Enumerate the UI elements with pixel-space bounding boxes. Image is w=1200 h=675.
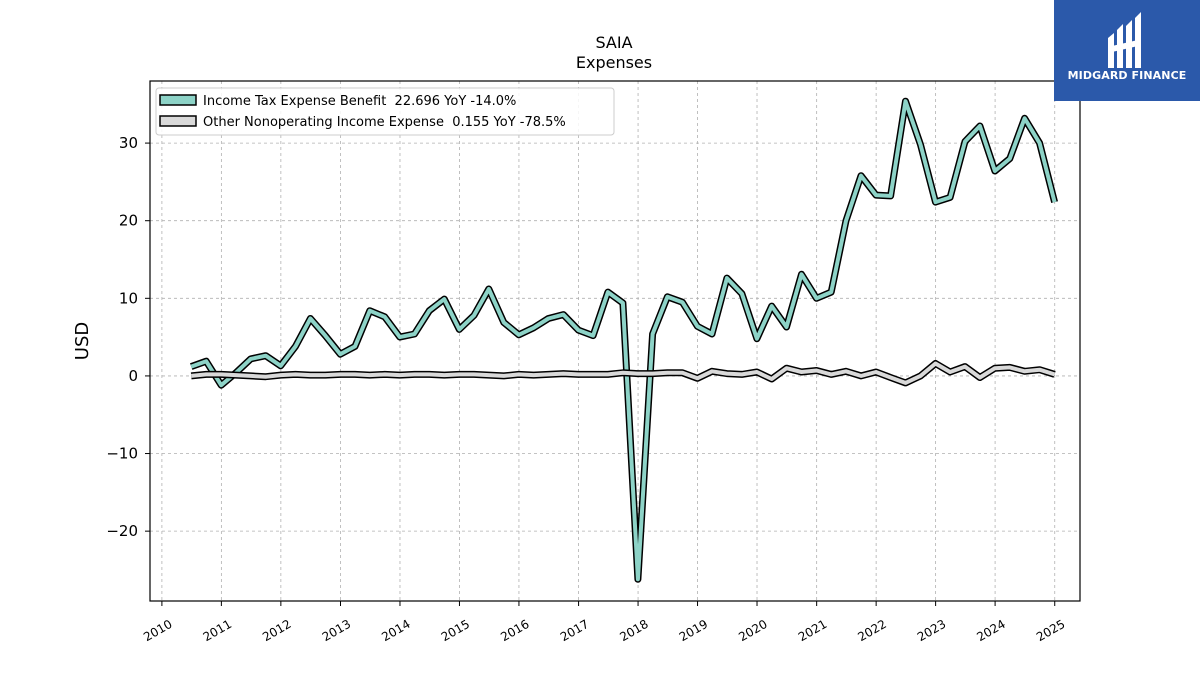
chart-subtitle: Expenses (576, 53, 652, 72)
legend-swatch (159, 115, 197, 127)
chart-title: SAIA (595, 33, 632, 52)
y-axis-label: USD (72, 322, 93, 360)
logo-text: MIDGARD FINANCE (1067, 69, 1187, 82)
y-tick-label: −20 (106, 522, 138, 540)
midgard-finance-logo: MIDGARD FINANCE (1054, 0, 1200, 101)
y-tick-label: 30 (119, 134, 138, 152)
legend-box (155, 87, 615, 136)
y-tick-label: 20 (119, 212, 138, 230)
legend-swatch (159, 94, 197, 106)
series-lines (190, 97, 1058, 583)
plot-frame (149, 80, 1081, 602)
series-line (190, 99, 1057, 582)
legend-label: Income Tax Expense Benefit 22.696 YoY -1… (203, 94, 516, 109)
logo-mark-icon (1054, 0, 1200, 101)
legend-label: Other Nonoperating Income Expense 0.155 … (203, 115, 566, 130)
y-tick-label: 0 (128, 367, 138, 385)
series-0 (190, 97, 1058, 583)
y-tick-label: 10 (119, 289, 138, 307)
legend: Income Tax Expense Benefit 22.696 YoY -1… (155, 87, 615, 136)
series-1 (190, 360, 1056, 387)
y-tick-label: −10 (106, 445, 138, 463)
series-line (191, 361, 1056, 385)
